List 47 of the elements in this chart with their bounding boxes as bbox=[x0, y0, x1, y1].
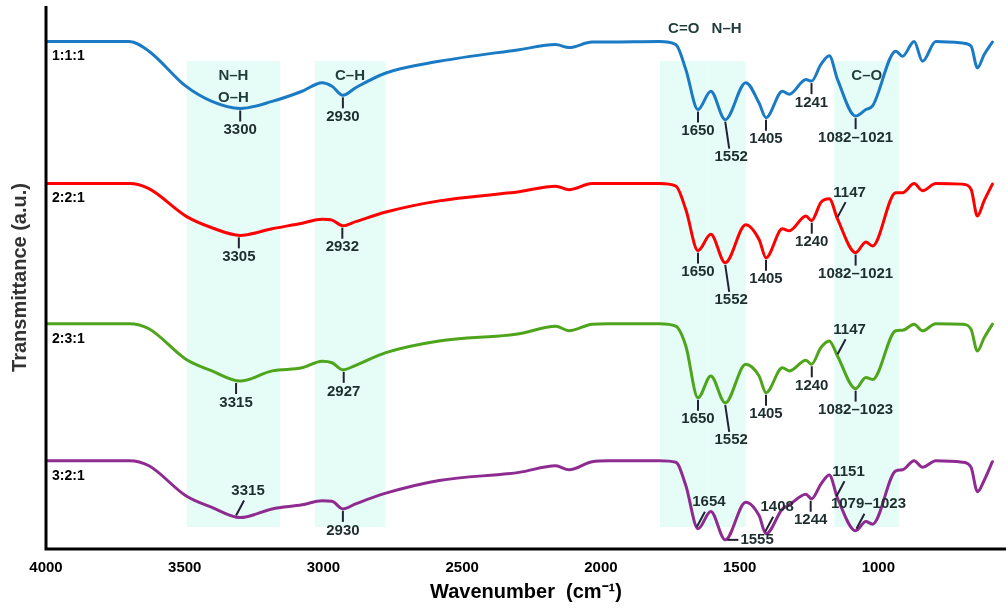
band-label: N–H O–H bbox=[218, 65, 249, 105]
x-tick-label: 2500 bbox=[445, 558, 479, 576]
y-axis-title: Transmittance (a.u.) bbox=[7, 183, 30, 372]
annotation: 1082–1023 bbox=[818, 400, 894, 418]
annotation: 1240 bbox=[795, 375, 829, 393]
annotation: 2930 bbox=[326, 106, 360, 124]
band-label: C–O bbox=[851, 65, 883, 83]
annotation: 1654 bbox=[692, 492, 727, 510]
annotation: 1147 bbox=[833, 182, 866, 200]
annotation: 1151 bbox=[832, 461, 865, 479]
annotation: 1244 bbox=[793, 510, 829, 528]
band-label: N–H bbox=[711, 18, 742, 36]
series-label: 2:3:1 bbox=[52, 329, 85, 346]
annotation: 3315 bbox=[219, 392, 253, 410]
x-tick-label: 2000 bbox=[584, 558, 618, 576]
x-tick-label: 3500 bbox=[168, 558, 202, 576]
series-label: 3:2:1 bbox=[52, 466, 85, 483]
annotation: 1552 bbox=[714, 290, 748, 308]
x-tick-label: 1500 bbox=[722, 558, 757, 576]
annotation: 1147 bbox=[833, 319, 866, 337]
x-tick-label: 4000 bbox=[29, 558, 63, 576]
annotation: 1552 bbox=[714, 430, 748, 448]
annotation: 1650 bbox=[681, 409, 715, 427]
series-label: 1:1:1 bbox=[52, 47, 85, 64]
annotation: 2930 bbox=[326, 520, 360, 538]
annotation: 1650 bbox=[681, 262, 715, 280]
annotation: 1650 bbox=[681, 121, 715, 139]
annotation: 1552 bbox=[714, 147, 748, 165]
annotation: 1405 bbox=[749, 269, 783, 287]
band-label: C=O bbox=[668, 18, 700, 36]
x-axis-title: Wavenumber (cm⁻¹) bbox=[430, 579, 622, 602]
annotation: 3300 bbox=[223, 120, 257, 138]
series-label: 2:2:1 bbox=[52, 189, 85, 206]
annotation: 2932 bbox=[325, 237, 360, 255]
annotation: 3315 bbox=[231, 481, 265, 499]
annotation: 1405 bbox=[749, 404, 783, 422]
annotation: 2927 bbox=[327, 381, 361, 399]
annotation: 1082–1021 bbox=[818, 127, 894, 145]
x-tick-label: 3000 bbox=[306, 558, 341, 576]
annotation: 1082–1021 bbox=[818, 264, 894, 282]
x-tick-label: 1000 bbox=[861, 558, 896, 576]
annotation: 1555 bbox=[740, 529, 774, 547]
annotation: 1241 bbox=[794, 92, 829, 110]
annotation: 1240 bbox=[795, 232, 829, 250]
annotation: 3305 bbox=[222, 247, 256, 265]
band-label: C–H bbox=[334, 65, 365, 83]
annotation: 1405 bbox=[749, 129, 783, 147]
